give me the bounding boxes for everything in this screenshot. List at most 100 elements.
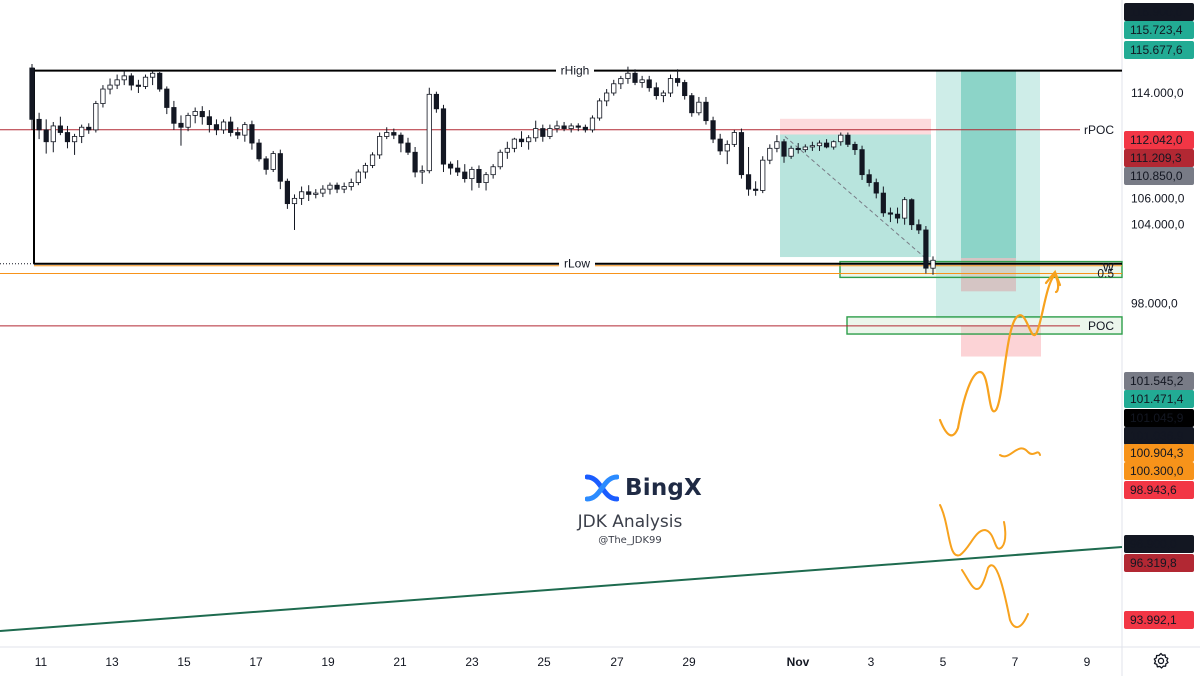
- price-label-bg: [1124, 372, 1194, 390]
- candle-body: [43, 129, 49, 143]
- candle-body: [86, 126, 92, 131]
- candle-body: [355, 171, 361, 183]
- candle-body: [263, 158, 269, 170]
- price-label: 115.677,6: [1130, 43, 1183, 57]
- candle-body: [100, 88, 106, 104]
- candle-body: [838, 134, 844, 143]
- candle-body: [426, 93, 432, 172]
- price-label: 101.545,2: [1130, 374, 1184, 388]
- bullish-projection-arrowhead: [1044, 269, 1062, 287]
- candle-body: [171, 107, 177, 124]
- candle-body: [391, 132, 397, 136]
- candle-body: [93, 103, 99, 131]
- time-tick: 7: [1012, 655, 1019, 669]
- candle-body: [440, 108, 447, 165]
- time-tick: 27: [610, 655, 624, 669]
- time-tick: 3: [868, 655, 875, 669]
- long-position-stop-outer: [961, 325, 1041, 357]
- poc-label: POC: [1088, 319, 1114, 333]
- candle-body: [902, 199, 908, 219]
- candle-body: [540, 128, 546, 137]
- price-label-bg: [1124, 611, 1194, 629]
- long-position-target-inner: [961, 70, 1016, 259]
- price-label: 100.904,3: [1130, 446, 1184, 460]
- candle-body: [327, 184, 333, 190]
- candle-body: [689, 95, 695, 114]
- candle-body: [909, 199, 915, 226]
- candle-body: [873, 182, 879, 194]
- w-label: W: [1103, 261, 1115, 275]
- candle-body: [774, 141, 780, 149]
- candle-body: [781, 141, 787, 157]
- price-label-bg: [1124, 149, 1194, 167]
- price-label: 111.209,3: [1130, 151, 1182, 165]
- bullish-projection-path: [938, 273, 1060, 437]
- price-label-bg: [1124, 390, 1194, 408]
- candle-body: [511, 138, 518, 149]
- watermark-brand: BingX: [585, 474, 702, 502]
- candle-body: [256, 142, 262, 160]
- price-label: 101.036,9: [1130, 429, 1184, 443]
- rlow-label-bg: [559, 255, 595, 271]
- candle-body: [674, 78, 681, 83]
- candle-body: [852, 143, 858, 151]
- candle-body: [809, 145, 815, 148]
- candle-body: [823, 142, 830, 148]
- rhigh-label: rHigh: [561, 64, 590, 78]
- watermark-handle: @The_JDK99: [598, 535, 662, 546]
- candle-body: [568, 125, 574, 129]
- candle-body: [696, 101, 702, 114]
- candle-body: [298, 191, 305, 199]
- candle-body: [185, 114, 191, 128]
- candle-body: [64, 132, 71, 143]
- candle-body: [625, 72, 631, 79]
- candle-body: [164, 88, 170, 108]
- candle-body: [377, 136, 383, 156]
- candle-body: [71, 136, 78, 143]
- time-tick: Nov: [787, 655, 810, 669]
- candle-body: [703, 101, 709, 122]
- time-tick: 9: [1084, 655, 1091, 669]
- candle-body: [710, 120, 716, 140]
- candle-body: [462, 171, 468, 180]
- price-label: 115.900,0: [1130, 5, 1183, 19]
- candle-body: [788, 147, 794, 157]
- candle-body: [618, 78, 624, 85]
- candle-body: [405, 142, 411, 153]
- candle-body: [604, 92, 610, 102]
- candle-body: [213, 124, 220, 131]
- candle-body: [483, 174, 489, 183]
- candle-body: [760, 159, 766, 191]
- candle-body: [291, 197, 298, 205]
- time-tick: 29: [682, 655, 696, 669]
- candle-body: [646, 79, 652, 89]
- candle-body: [228, 121, 234, 133]
- candle-body: [526, 137, 532, 143]
- candle-body: [795, 147, 801, 151]
- settings-gear-icon[interactable]: [1152, 652, 1170, 670]
- candle-body: [660, 92, 667, 97]
- brand-name: BingX: [625, 475, 702, 501]
- price-label-bg: [1124, 427, 1194, 445]
- time-tick: 11: [35, 655, 48, 669]
- price-label: 93.992,1: [1130, 613, 1177, 627]
- candle-body: [767, 147, 773, 161]
- candle-body: [249, 124, 255, 144]
- price-label-bg: [1124, 481, 1194, 499]
- price-label-bg: [1124, 167, 1194, 185]
- candle-body: [277, 153, 283, 182]
- candle-body: [192, 111, 198, 116]
- candle-body: [916, 224, 922, 231]
- candle-body: [845, 134, 851, 145]
- candle-body: [369, 154, 376, 166]
- candle-body: [50, 125, 56, 143]
- price-label-bg: [1124, 462, 1194, 480]
- candle-body: [384, 132, 390, 137]
- candle-body: [199, 111, 205, 118]
- candle-body: [497, 151, 503, 168]
- candle-body: [419, 170, 425, 173]
- candle-body: [731, 132, 737, 145]
- candle-body: [455, 167, 461, 173]
